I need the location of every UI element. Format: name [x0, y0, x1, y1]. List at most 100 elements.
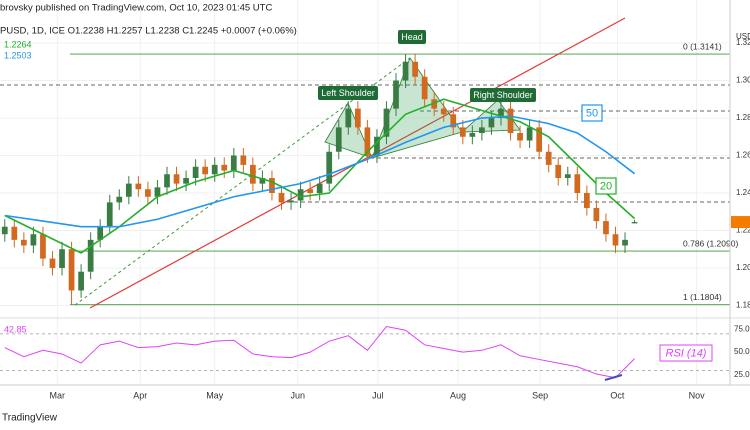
rsi-tick-label: 50.00: [734, 347, 750, 356]
annotation: Right Shoulder: [473, 90, 533, 100]
candle-body: [431, 99, 438, 109]
y-tick-label: 1.22: [736, 226, 750, 235]
rsi-tick-label: 25.00: [734, 370, 750, 379]
x-tick-label: May: [206, 390, 224, 400]
candle-body: [183, 177, 189, 184]
candle-body: [326, 151, 333, 184]
candle-body: [603, 221, 609, 235]
candle-body: [1, 226, 8, 235]
candle-body: [269, 177, 275, 193]
candle-body: [221, 164, 228, 171]
candle-body: [307, 189, 313, 193]
x-tick-label: Apr: [133, 390, 147, 400]
candle-body: [250, 164, 256, 184]
legend-label: 50: [586, 107, 598, 119]
annotation-box: [470, 88, 536, 102]
candle-body: [469, 133, 476, 137]
fib-label: 0.786 (1.2090): [683, 238, 738, 248]
candle-body: [440, 108, 447, 115]
candle-body: [450, 114, 457, 128]
x-tick-label: Jul: [372, 390, 384, 400]
candle-body: [488, 118, 495, 128]
legend-label: 20: [600, 180, 612, 192]
candle-body: [364, 127, 371, 156]
moving-average: [4, 115, 636, 228]
candle-body: [555, 164, 562, 178]
candle-body: [622, 239, 628, 246]
annotation: Left Shoulder: [321, 88, 375, 98]
plot: 1.18 1.20 1.22 1.24 1.26 1.28 1.30 1.32 Mar Apr Ma…: [1, 38, 750, 400]
x-tick-label: Aug: [450, 390, 466, 400]
head-shape: [371, 57, 463, 159]
candle-body: [59, 249, 65, 268]
x-tick-label: Mar: [50, 390, 66, 400]
candle-body: [87, 239, 94, 272]
candle-body: [30, 234, 37, 246]
candle-body: [68, 249, 75, 291]
candle-body: [517, 133, 523, 141]
candle-body: [574, 174, 581, 193]
fib-label: 1 (1.1804): [683, 292, 722, 302]
candle-body: [345, 108, 352, 128]
rsi-tick-label: 75.00: [734, 324, 750, 333]
footer: TradingView: [2, 413, 58, 424]
candle-body: [479, 127, 485, 134]
candle-body: [297, 189, 304, 201]
currency: USD: [736, 32, 750, 41]
candle-body: [288, 200, 294, 203]
candle-body: [612, 234, 619, 246]
candle-body: [507, 108, 514, 134]
legend-box: [595, 177, 617, 195]
candle-body: [402, 61, 409, 81]
annotation: Head: [401, 32, 423, 42]
x-tick-label: Nov: [689, 390, 706, 400]
candle-body: [498, 108, 504, 119]
candle-body: [393, 80, 399, 109]
candle-body: [173, 174, 180, 184]
legend-value: 1.2503: [4, 50, 32, 60]
candle-body: [154, 187, 161, 197]
rsi-divergence: [604, 374, 623, 381]
last-price-tag: [731, 216, 750, 229]
grid: [0, 0, 730, 385]
candle-body: [259, 177, 266, 184]
candle-body: [593, 207, 600, 222]
legend-value: 1.2264: [4, 39, 32, 49]
candle-body: [545, 151, 552, 165]
candle-body: [354, 108, 361, 128]
legend-box: [581, 104, 603, 122]
candle-body: [374, 136, 380, 156]
candle-body: [97, 226, 104, 240]
candle-body: [20, 239, 27, 246]
candle-body: [631, 222, 638, 224]
rsi-value: 42.85: [4, 324, 27, 334]
candle-body: [383, 108, 390, 137]
candle-body: [240, 155, 247, 165]
candle-body: [412, 61, 418, 77]
rsi-line: [4, 326, 635, 379]
annotation-box: [398, 30, 426, 44]
rsi-label-box: [659, 344, 713, 362]
candle-body: [584, 192, 590, 208]
y-tick-label: 1.28: [736, 113, 750, 122]
candle-body: [526, 127, 533, 141]
candle-body: [536, 127, 543, 152]
y-tick-label: 1.18: [736, 301, 750, 310]
candle-body: [125, 183, 132, 197]
rsi-label: RSI (14): [666, 347, 707, 359]
candle-body: [11, 226, 18, 240]
x-tick-label: Jun: [290, 390, 305, 400]
candle-body: [335, 127, 342, 152]
y-tick-label: 1.30: [736, 76, 750, 85]
candle-body: [459, 127, 466, 137]
candle-body: [316, 183, 323, 193]
y-tick-label: 1.32: [736, 38, 750, 47]
candle-body: [116, 196, 123, 203]
fib-label: 0 (1.3141): [683, 41, 722, 51]
candle-body: [421, 76, 428, 100]
y-tick-label: 1.26: [736, 151, 750, 160]
candle-body: [106, 202, 113, 227]
x-tick-label: Sep: [532, 390, 548, 400]
